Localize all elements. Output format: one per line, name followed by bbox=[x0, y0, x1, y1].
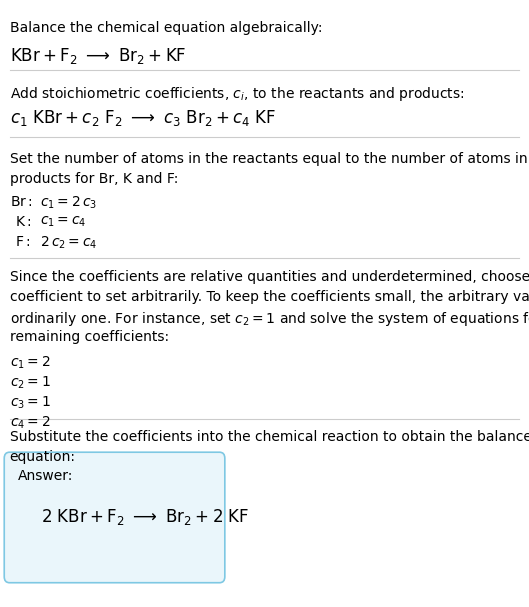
Text: equation:: equation: bbox=[10, 450, 76, 464]
Text: $c_1 = c_4$: $c_1 = c_4$ bbox=[40, 215, 86, 229]
Text: Add stoichiometric coefficients, $c_i$, to the reactants and products:: Add stoichiometric coefficients, $c_i$, … bbox=[10, 85, 464, 103]
Text: $\mathrm{K{:}}$: $\mathrm{K{:}}$ bbox=[15, 215, 32, 229]
Text: $\mathrm{Br{:}}$: $\mathrm{Br{:}}$ bbox=[10, 195, 32, 209]
Text: remaining coefficients:: remaining coefficients: bbox=[10, 330, 169, 344]
Text: $c_1 = 2$: $c_1 = 2$ bbox=[10, 354, 50, 371]
Text: $2\,c_2 = c_4$: $2\,c_2 = c_4$ bbox=[40, 235, 97, 251]
Text: $c_4 = 2$: $c_4 = 2$ bbox=[10, 415, 50, 431]
Text: Answer:: Answer: bbox=[17, 469, 73, 483]
Text: $c_1\ \mathrm{KBr} + c_2\ \mathrm{F_2}\ \longrightarrow\ c_3\ \mathrm{Br_2} + c_: $c_1\ \mathrm{KBr} + c_2\ \mathrm{F_2}\ … bbox=[10, 108, 276, 128]
Text: $\mathrm{F{:}}$: $\mathrm{F{:}}$ bbox=[15, 235, 31, 249]
Text: ordinarily one. For instance, set $c_2 = 1$ and solve the system of equations fo: ordinarily one. For instance, set $c_2 =… bbox=[10, 310, 529, 328]
Text: Balance the chemical equation algebraically:: Balance the chemical equation algebraica… bbox=[10, 21, 322, 35]
Text: products for Br, K and F:: products for Br, K and F: bbox=[10, 172, 178, 186]
Text: Substitute the coefficients into the chemical reaction to obtain the balanced: Substitute the coefficients into the che… bbox=[10, 430, 529, 444]
Text: $c_3 = 1$: $c_3 = 1$ bbox=[10, 395, 50, 411]
Text: $\mathrm{KBr + F_2\ \longrightarrow\ Br_2 + KF}$: $\mathrm{KBr + F_2\ \longrightarrow\ Br_… bbox=[10, 46, 186, 66]
Text: coefficient to set arbitrarily. To keep the coefficients small, the arbitrary va: coefficient to set arbitrarily. To keep … bbox=[10, 290, 529, 304]
Text: $c_2 = 1$: $c_2 = 1$ bbox=[10, 375, 50, 391]
Text: Since the coefficients are relative quantities and underdetermined, choose a: Since the coefficients are relative quan… bbox=[10, 270, 529, 284]
Text: Set the number of atoms in the reactants equal to the number of atoms in the: Set the number of atoms in the reactants… bbox=[10, 152, 529, 166]
FancyBboxPatch shape bbox=[4, 452, 225, 583]
Text: $c_1 = 2\,c_3$: $c_1 = 2\,c_3$ bbox=[40, 195, 97, 211]
Text: $\mathrm{2\ KBr + F_2\ \longrightarrow\ Br_2 + 2\ KF}$: $\mathrm{2\ KBr + F_2\ \longrightarrow\ … bbox=[41, 507, 250, 527]
